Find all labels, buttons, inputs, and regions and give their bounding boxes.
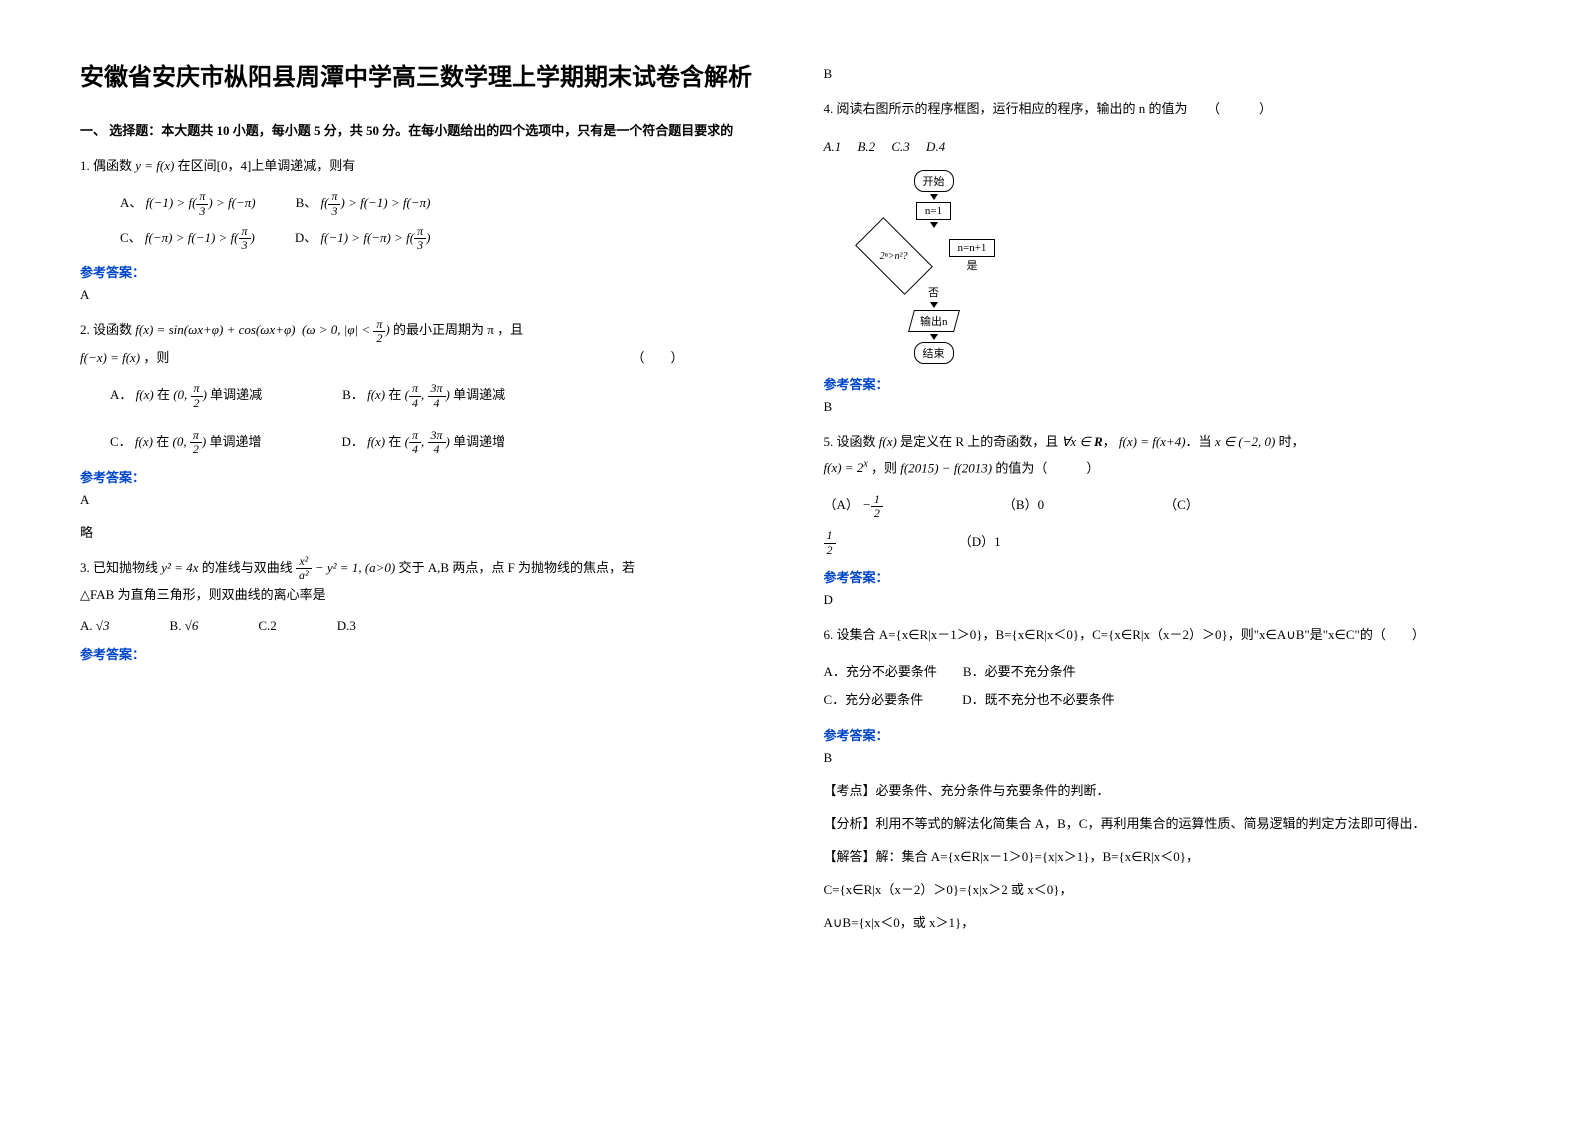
q2-stem-mid: 的最小正周期为 π ，且 [393,322,523,337]
q1-options: A、 f(−1) > f(π3) > f(−π) B、 f(π3) > f(−1… [80,189,764,252]
q4-options: A.1 B.2 C.3 D.4 [824,134,1508,160]
q5-stem: 5. 设函数 f(x) 是定义在 R 上的奇函数，且 ∀x ∈ R， f(x) … [824,429,1508,481]
q6-answer: B [824,750,1508,766]
q3-stem-tail: 交于 A,B 两点，点 F 为抛物线的焦点，若 [399,560,636,575]
arrow-icon [930,194,938,200]
fc-yes: 是 [966,260,977,272]
q6-analysis: 【分析】利用不等式的解法化简集合 A，B，C，再利用集合的运算性质、简易逻辑的判… [824,813,1508,832]
q5-answer: D [824,592,1508,608]
q2-opt-a: A． f(x) 在 (0, π2) 单调递减 [110,381,262,410]
q2-stem-tail: ，则 [143,350,169,365]
q5-l2pre: ，则 [871,460,900,475]
q2-opt-b: B． f(x) 在 (π4, 3π4) 单调递减 [342,381,505,410]
fc-out: 输出n [908,310,959,332]
q5-pre: 5. 设函数 [824,434,879,449]
q2-opt-c: C． f(x) 在 (0, π2) 单调递增 [110,428,261,457]
q3-stem-pre: 3. 已知抛物线 [80,560,161,575]
q6-sol2: C={x∈R|x（x－2）＞0}={x|x＞2 或 x＜0}， [824,879,1508,898]
q1-opt-a: A、 f(−1) > f(π3) > f(−π) [120,189,256,218]
q2-stem-pre: 2. 设函数 [80,322,135,337]
q3-opt-a: A. √3 [80,618,110,634]
left-column: 安徽省安庆市枞阳县周潭中学高三数学理上学期期末试卷含解析 一、 选择题：本大题共… [50,60,794,1092]
q6-d: D．既不充分也不必要条件 [962,692,1114,707]
q3-opt-d: D.3 [337,618,356,634]
section-1: 一、 选择题：本大题共 10 小题，每小题 5 分，共 50 分。在每小题给出的… [80,120,764,139]
q6-b: B．必要不充分条件 [963,664,1076,679]
q5-opt-d: （D）1 [959,534,1001,549]
arrow-icon [930,222,938,228]
q1-opt-d: D、 f(−1) > f(−π) > f(π3) [295,224,431,253]
q5-answer-label: 参考答案： [824,567,1508,586]
q2-answer: A [80,492,764,508]
fc-inc: n=n+1 [949,239,996,257]
q3-answer: B [824,66,1508,82]
arrow-icon [930,334,938,340]
q4-answer-label: 参考答案： [824,374,1508,393]
q1-opt-c: C、 f(−π) > f(−1) > f(π3) [120,224,255,253]
arrow-icon [930,302,938,308]
fc-no: 否 [928,287,939,299]
q1-answer: A [80,287,764,303]
q6-sol1: 【解答】解：集合 A={x∈R|x－1＞0}={x|x＞1}，B={x∈R|x＜… [824,846,1508,865]
q5-mid: 是定义在 R 上的奇函数，且 [900,434,1061,449]
q3-line2: △FAB 为直角三角形，则双曲线的离心率是 [80,587,326,602]
q5-opt-c-val: 12 [824,534,836,549]
q6-stem: 6. 设集合 A={x∈R|x－1＞0}，B={x∈R|x＜0}，C={x∈R|… [824,622,1508,648]
q2-paren: （ ） [631,345,763,371]
flowchart: 开始 n=1 2ⁿ>n²? n=n+1 是 否 输出n 结束 [844,170,1024,364]
q1-answer-label: 参考答案： [80,262,764,281]
q3-stem: 3. 已知抛物线 y² = 4x 的准线与双曲线 x²a² − y² = 1, … [80,555,764,609]
q2-opt-d: D． f(x) 在 (π4, 3π4) 单调递增 [341,428,505,457]
fc-end: 结束 [914,342,954,364]
q1-stem: 1. 偶函数 y = f(x) 在区间[0，4]上单调递减，则有 [80,153,764,179]
q6-answer-label: 参考答案： [824,725,1508,744]
q6-c: C．充分必要条件 [824,692,924,707]
q5-opt-b: （B）0 [1003,491,1044,520]
q5-options: （A） −12 （B）0 （C） 12 （D）1 [824,491,1508,556]
q4-answer: B [824,399,1508,415]
fc-init: n=1 [916,202,951,220]
doc-title: 安徽省安庆市枞阳县周潭中学高三数学理上学期期末试卷含解析 [80,60,764,96]
q6-a: A．充分不必要条件 [824,664,937,679]
q2-options: A． f(x) 在 (0, π2) 单调递减 B． f(x) 在 (π4, 3π… [80,381,764,456]
q6-sol3: A∪B={x|x＜0，或 x＞1}， [824,912,1508,931]
q5-tail: 时， [1279,434,1305,449]
q3-answer-label: 参考答案： [80,644,764,663]
q1-opt-b: B、 f(π3) > f(−1) > f(−π) [296,189,431,218]
q2-stem: 2. 设函数 f(x) = sin(ωx+φ) + cos(ωx+φ) (ω >… [80,317,764,371]
q6-options: A．充分不必要条件 B．必要不充分条件 C．充分必要条件 D．既不充分也不必要条… [824,658,1508,715]
q6-topic: 【考点】必要条件、充分条件与充要条件的判断． [824,780,1508,799]
right-column: B 4. 阅读右图所示的程序框图，运行相应的程序，输出的 n 的值为 （ ） A… [794,60,1538,1092]
q2-brief: 略 [80,522,764,541]
q3-opt-b: B. √6 [170,618,199,634]
q2-answer-label: 参考答案： [80,467,764,486]
q3-opt-c: C.2 [258,618,276,634]
q5-l2tail: 的值为（ ） [995,460,1099,475]
q3-stem-mid: 的准线与双曲线 [202,560,296,575]
q3-options: A. √3 B. √6 C.2 D.3 [80,618,764,634]
q5-opt-a: （A） −12 [824,491,883,520]
q4-stem: 4. 阅读右图所示的程序框图，运行相应的程序，输出的 n 的值为 （ ） [824,96,1508,122]
fc-start: 开始 [914,170,954,192]
q5-opt-c: （C） [1164,491,1199,520]
